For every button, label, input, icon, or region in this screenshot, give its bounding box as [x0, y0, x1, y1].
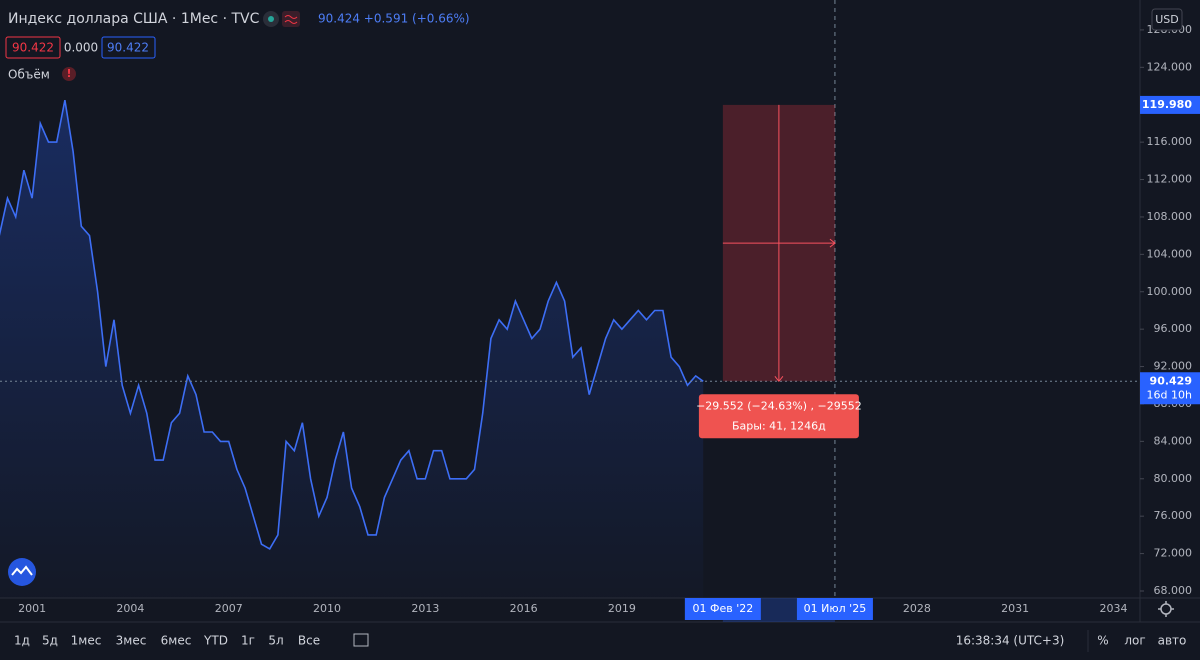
symbol-title: Индекс доллара США · 1Мес · TVC [8, 11, 260, 27]
last-price-label: 90.429 [1150, 374, 1192, 387]
x-tick-label: 2007 [215, 602, 243, 615]
measure-tooltip [698, 394, 859, 439]
value-box [101, 36, 156, 59]
y-tick-label: 80.000 [1154, 472, 1193, 485]
range-button[interactable]: YTD [203, 634, 228, 648]
time-badge [796, 598, 873, 620]
plot [0, 0, 1140, 598]
quote: 90.424 +0.591 (+0.66%) [318, 12, 470, 26]
range-button[interactable]: 6мес [161, 634, 192, 648]
time-badge [684, 598, 761, 620]
last-price-badge [1140, 372, 1200, 405]
y-tick-label: 100.000 [1147, 285, 1193, 298]
x-tick-label: 2004 [116, 602, 144, 615]
measure-arrow [774, 375, 784, 383]
y-tick-label: 84.000 [1154, 434, 1193, 447]
price-badge [1140, 95, 1200, 114]
range-button[interactable]: 1мес [71, 634, 102, 648]
currency: USD [1155, 13, 1179, 26]
measure-tooltip-text: Бары: 41, 1246д [732, 419, 826, 432]
x-tick-label: 2001 [18, 602, 46, 615]
x-tick-label: 2031 [1001, 602, 1029, 615]
logo-glyph [11, 565, 33, 576]
y-tick-label: 116.000 [1147, 135, 1193, 148]
y-tick-label: 68.000 [1154, 584, 1193, 597]
y-tick-label: 124.000 [1147, 60, 1193, 73]
currency-box[interactable] [1151, 8, 1183, 31]
range-button[interactable]: 3мес [116, 634, 147, 648]
status-dot [268, 16, 274, 22]
value-box-text: 90.422 [107, 41, 149, 55]
time-badge-label: 01 Фев '22 [692, 602, 753, 615]
range-icon[interactable] [353, 633, 369, 647]
clock[interactable]: 16:38:34 (UTC+3) [956, 634, 1065, 648]
x-tick-label: 2028 [903, 602, 931, 615]
bottom-toolbar: 1д 5д 1мес 3мес 6мес YTD 1г 5л Все 16:38:34 (UTC+… [14, 634, 1186, 648]
measure-arrow [829, 238, 836, 248]
time-badge-label: 01 Июл '25 [804, 602, 867, 615]
y-tick-label: 76.000 [1154, 509, 1193, 522]
settings-rays [1158, 601, 1174, 617]
scale-option[interactable]: авто [1158, 634, 1187, 648]
y-tick-label: 92.000 [1154, 360, 1193, 373]
volume-label: Объём [8, 68, 50, 82]
y-tick-label: 112.000 [1147, 173, 1193, 186]
price-line [0, 99, 704, 550]
value-box [5, 36, 61, 59]
y-tick-label: 104.000 [1147, 247, 1193, 260]
value-text: 0.000 [64, 41, 98, 55]
range-button[interactable]: 5л [268, 634, 283, 648]
stream-glyph [284, 15, 298, 24]
range-button[interactable]: 5д [42, 634, 58, 648]
line-area [0, 100, 704, 598]
range-button[interactable]: Все [298, 634, 320, 648]
x-tick-label: 2016 [510, 602, 538, 615]
countdown: 16d 10h [1147, 388, 1192, 401]
stream-icon[interactable] [282, 11, 300, 27]
y-tick-label: 96.000 [1154, 322, 1193, 335]
y-tick-label: 72.000 [1154, 547, 1193, 560]
price-badge-label: 119.980 [1142, 98, 1192, 111]
value-box-text: 90.422 [12, 41, 54, 55]
x-tick-label: 2034 [1099, 602, 1127, 615]
overlay: 68.00072.00076.00080.00084.00088.00092.0… [18, 23, 1200, 622]
x-tick-label: 2013 [411, 602, 439, 615]
range-button[interactable]: 1д [14, 634, 30, 648]
measure-tooltip-text: −29.552 (−24.63%) , −29552 [696, 399, 862, 412]
scale-option[interactable]: % [1097, 634, 1108, 648]
warning-glyph: ! [66, 67, 71, 80]
x-tick-label: 2010 [313, 602, 341, 615]
scale-option[interactable]: лог [1124, 634, 1145, 648]
range-button[interactable]: 1г [241, 634, 255, 648]
x-tick-label: 2019 [608, 602, 636, 615]
warning-icon[interactable] [62, 67, 76, 81]
y-tick-label: 108.000 [1147, 210, 1193, 223]
